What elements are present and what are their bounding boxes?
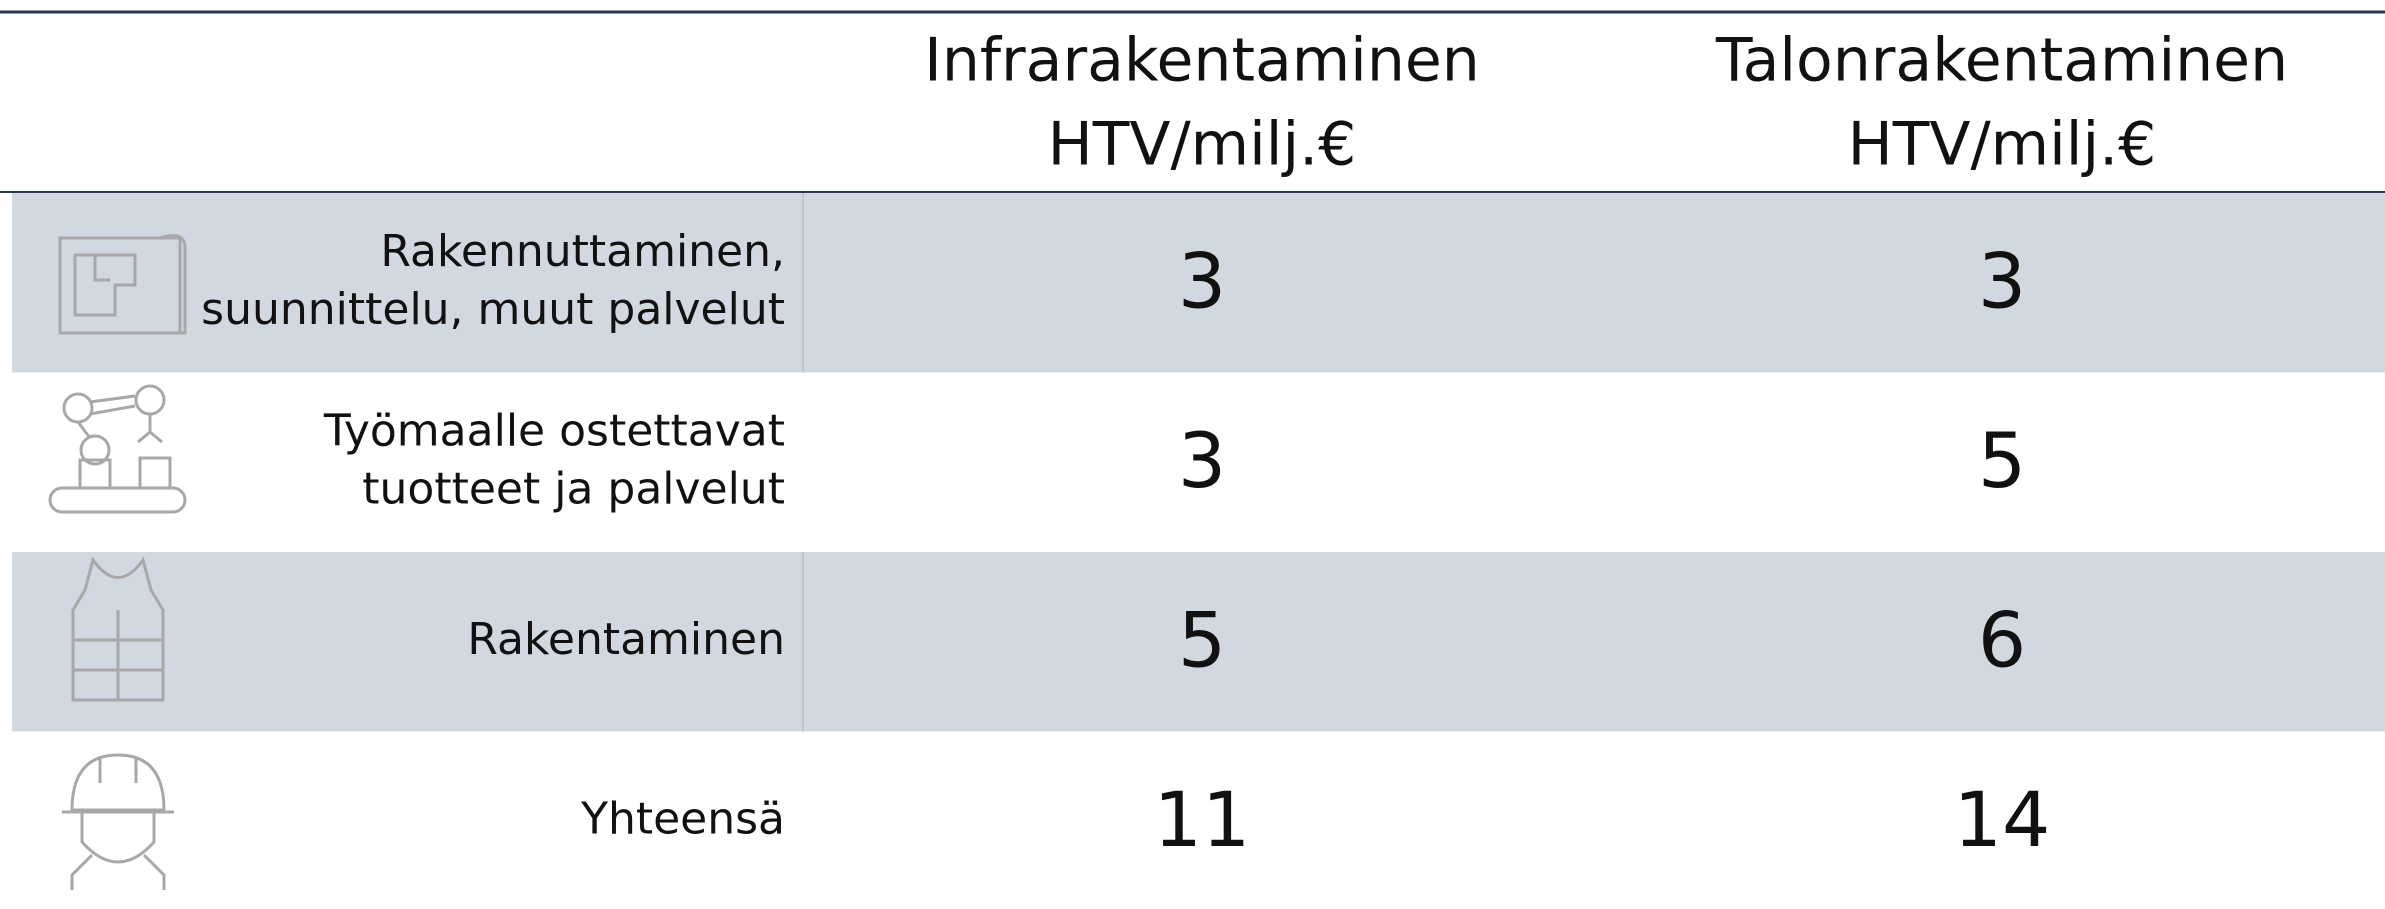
cell-value: 3 xyxy=(1178,416,1226,505)
row-label: Rakennuttaminen, xyxy=(380,226,785,277)
rows: Rakennuttaminen, suunnittelu, muut palvel… xyxy=(12,193,2385,864)
cell-value: 14 xyxy=(1954,775,2051,864)
cell-value: 3 xyxy=(1978,237,2026,326)
blueprint-icon xyxy=(58,234,187,335)
column-header: Infrarakentaminen xyxy=(924,26,1480,96)
worker-icon xyxy=(62,753,174,890)
cell-value: 5 xyxy=(1978,416,2026,505)
row-label: tuotteet ja palvelut xyxy=(362,463,785,514)
column-header: Talonrakentaminen xyxy=(1715,26,2288,96)
row-band xyxy=(12,552,2385,732)
cell-value: 5 xyxy=(1178,596,1226,685)
column-header: HTV/milj.€ xyxy=(1048,110,1357,180)
headers: Infrarakentaminen HTV/milj.€ Talonrakentam… xyxy=(924,26,2288,180)
vest-icon xyxy=(71,556,165,702)
cell-value: 3 xyxy=(1178,237,1226,326)
row-band xyxy=(12,193,2385,373)
robot-icon xyxy=(48,384,187,514)
cell-value: 6 xyxy=(1978,596,2026,685)
column-header: HTV/milj.€ xyxy=(1848,110,2157,180)
row-label: suunnittelu, muut palvelut xyxy=(201,284,785,335)
cell-value: 11 xyxy=(1154,775,1251,864)
row-label: Työmaalle ostettavat xyxy=(323,405,785,456)
row-label: Rakentaminen xyxy=(467,614,785,665)
row-label: Yhteensä xyxy=(580,793,785,844)
icons xyxy=(48,234,187,890)
